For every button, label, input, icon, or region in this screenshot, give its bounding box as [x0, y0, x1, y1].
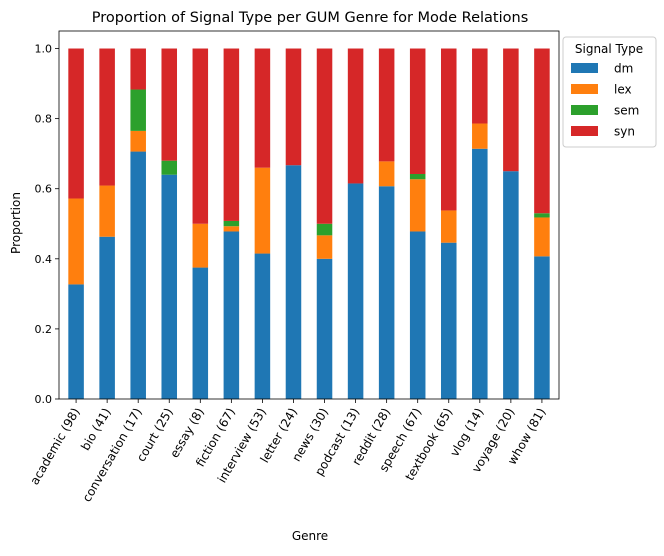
bar-sem: [409, 173, 426, 180]
bar-syn: [254, 48, 271, 168]
bar-sem: [161, 160, 178, 175]
bar-syn: [192, 48, 209, 224]
legend-swatch-sem: [571, 105, 598, 115]
bar-lex: [534, 217, 550, 257]
bar-lex: [223, 226, 240, 232]
bar-lex: [254, 167, 271, 254]
bar-syn: [161, 48, 178, 161]
bar-dm: [192, 267, 209, 399]
y-tick-label: 0.6: [35, 183, 53, 196]
bar-syn: [285, 48, 302, 166]
bar-syn: [130, 48, 146, 90]
bar-sem: [130, 89, 146, 131]
bar-syn: [347, 48, 364, 184]
legend-label-syn: syn: [614, 125, 635, 139]
bar-sem: [534, 213, 550, 218]
bar-dm: [378, 186, 395, 399]
bar-syn: [223, 48, 240, 221]
legend-swatch-lex: [571, 84, 598, 94]
bar-dm: [347, 183, 364, 399]
bar-lex: [440, 210, 457, 243]
bar-dm: [503, 171, 519, 399]
axes-frame: [58, 30, 560, 400]
bar-syn: [68, 48, 84, 199]
bar-dm: [223, 231, 240, 399]
bar-dm: [316, 258, 333, 399]
chart-title: Proportion of Signal Type per GUM Genre …: [92, 10, 529, 26]
y-tick-label: 0.2: [35, 323, 53, 336]
bar-syn: [440, 48, 457, 211]
bar-syn: [503, 48, 519, 172]
x-tick-label: academic (98): [27, 405, 82, 487]
y-tick-label: 1.0: [35, 43, 53, 56]
y-tick-label: 0.8: [35, 113, 53, 126]
bar-syn: [472, 48, 488, 124]
bar-syn: [316, 48, 333, 224]
bar-dm: [440, 242, 457, 399]
legend-label-sem: sem: [614, 104, 639, 118]
bar-lex: [99, 185, 115, 237]
bar-lex: [378, 161, 395, 187]
bar-syn: [99, 48, 115, 186]
bar-lex: [316, 235, 333, 259]
legend-title: Signal Type: [575, 42, 643, 56]
bar-lex: [68, 198, 84, 285]
bar-dm: [534, 256, 550, 399]
legend-label-dm: dm: [614, 62, 633, 76]
bar-dm: [285, 165, 302, 399]
bar-lex: [472, 123, 488, 149]
bar-lex: [130, 130, 146, 152]
y-tick-label: 0.0: [35, 393, 53, 406]
y-axis-label: Proportion: [9, 192, 23, 254]
bar-sem: [223, 220, 240, 227]
bar-dm: [409, 231, 426, 399]
bar-dm: [99, 236, 115, 399]
bar-dm: [68, 284, 84, 399]
bar-lex: [192, 223, 209, 268]
bar-lex: [409, 179, 426, 232]
bar-dm: [472, 148, 488, 399]
bar-dm: [130, 151, 146, 399]
legend-label-lex: lex: [614, 83, 632, 97]
y-tick-label: 0.4: [35, 253, 53, 266]
legend-swatch-syn: [571, 126, 598, 136]
legend: Signal Type dm lex sem syn: [562, 36, 657, 148]
bar-syn: [409, 48, 426, 174]
x-axis-label: Genre: [292, 529, 328, 543]
bar-syn: [534, 48, 550, 214]
legend-swatch-dm: [571, 63, 598, 73]
bar-dm: [254, 253, 271, 399]
bar-dm: [161, 174, 178, 399]
bar-sem: [316, 223, 333, 236]
bar-syn: [378, 48, 395, 162]
